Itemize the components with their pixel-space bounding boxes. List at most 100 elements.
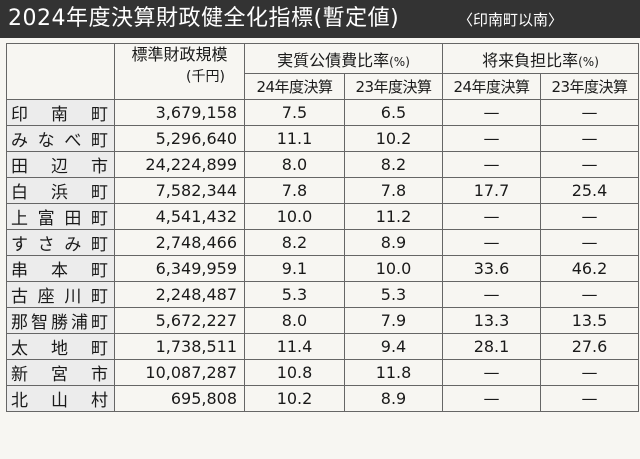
debt-service-ratio-fy24: 7.5	[244, 99, 345, 126]
debt-service-ratio-fy24: 8.0	[244, 307, 345, 334]
header-debt-service-pct: (%)	[389, 54, 410, 69]
future-burden-ratio-fy24: 33.6	[442, 255, 541, 282]
header-debt-service-ratio: 実質公債費比率(%)	[244, 43, 443, 74]
table-row: 古座川町 2,248,487 5.3 5.3— —	[6, 281, 639, 308]
debt-service-ratio-fy23: 8.9	[344, 229, 443, 256]
debt-service-ratio-fy24: 10.2	[244, 385, 345, 412]
future-burden-ratio-fy24: —	[442, 151, 541, 178]
debt-service-ratio-fy23: 10.2	[344, 125, 443, 152]
debt-service-ratio-fy23: 8.9	[344, 385, 443, 412]
municipality-name: 那智勝浦町	[6, 307, 115, 334]
municipality-name: 太地町	[6, 333, 115, 360]
future-burden-ratio-fy24: 17.7	[442, 177, 541, 204]
future-burden-ratio-fy23: 13.5	[540, 307, 639, 334]
future-burden-ratio-fy24: —	[442, 385, 541, 412]
standard-fiscal-scale-value: 5,296,640	[114, 125, 245, 152]
standard-fiscal-scale-value: 3,679,158	[114, 99, 245, 126]
standard-fiscal-scale-value: 695,808	[114, 385, 245, 412]
header-standard-fiscal-scale: 標準財政規模 (千円)	[114, 43, 245, 100]
standard-fiscal-scale-value: 7,582,344	[114, 177, 245, 204]
future-burden-ratio-fy24: —	[442, 359, 541, 386]
municipality-name: 白浜町	[6, 177, 115, 204]
table-row: 新宮市 10,087,287 10.8 11.8— —	[6, 359, 639, 386]
standard-fiscal-scale-value: 1,738,511	[114, 333, 245, 360]
header-debt-fy24: 24年度決算	[244, 73, 345, 100]
municipality-name: 古座川町	[6, 281, 115, 308]
standard-fiscal-scale-value: 2,248,487	[114, 281, 245, 308]
municipality-name: みなべ町	[6, 125, 115, 152]
debt-service-ratio-fy23: 11.2	[344, 203, 443, 230]
debt-service-ratio-fy24: 7.8	[244, 177, 345, 204]
future-burden-ratio-fy23: —	[540, 281, 639, 308]
debt-service-ratio-fy23: 6.5	[344, 99, 443, 126]
header-future-burden-pct: (%)	[578, 54, 599, 69]
future-burden-ratio-fy24: 28.1	[442, 333, 541, 360]
debt-service-ratio-fy23: 7.9	[344, 307, 443, 334]
future-burden-ratio-fy23: —	[540, 229, 639, 256]
table-row: 串本町 6,349,959 9.1 10.0 33.6 46.2	[6, 255, 639, 282]
future-burden-ratio-fy24: 13.3	[442, 307, 541, 334]
page-title: 2024年度決算財政健全化指標(暫定値)	[8, 6, 400, 31]
future-burden-ratio-fy24: —	[442, 229, 541, 256]
future-burden-ratio-fy24: —	[442, 203, 541, 230]
title-banner: 2024年度決算財政健全化指標(暫定値) 〈印南町以南〉	[0, 0, 640, 38]
debt-service-ratio-fy24: 11.4	[244, 333, 345, 360]
table-row: 白浜町 7,582,344 7.8 7.8 17.7 25.4	[6, 177, 639, 204]
header-future-burden-label: 将来負担比率	[482, 50, 579, 70]
municipality-name: 北山村	[6, 385, 115, 412]
standard-fiscal-scale-value: 6,349,959	[114, 255, 245, 282]
table-row: みなべ町 5,296,640 11.1 10.2— —	[6, 125, 639, 152]
fiscal-indicators-table: 標準財政規模 (千円) 実質公債費比率(%) 将来負担比率(%) 24年度決算 …	[6, 43, 639, 412]
standard-fiscal-scale-value: 5,672,227	[114, 307, 245, 334]
future-burden-ratio-fy23: —	[540, 125, 639, 152]
future-burden-ratio-fy24: —	[442, 281, 541, 308]
header-burden-fy24: 24年度決算	[442, 73, 541, 100]
debt-service-ratio-fy23: 10.0	[344, 255, 443, 282]
region-subtitle: 〈印南町以南〉	[458, 11, 564, 29]
table-row: 田辺市 24,224,899 8.0 8.2— —	[6, 151, 639, 178]
table-row: 印南町 3,679,158 7.5 6.5— —	[6, 99, 639, 126]
standard-fiscal-scale-value: 24,224,899	[114, 151, 245, 178]
header-scale-label: 標準財政規模	[131, 45, 228, 64]
municipality-name: すさみ町	[6, 229, 115, 256]
future-burden-ratio-fy23: 46.2	[540, 255, 639, 282]
table-row: 太地町 1,738,511 11.4 9.4 28.1 27.6	[6, 333, 639, 360]
future-burden-ratio-fy23: 27.6	[540, 333, 639, 360]
debt-service-ratio-fy24: 9.1	[244, 255, 345, 282]
municipality-name: 印南町	[6, 99, 115, 126]
debt-service-ratio-fy23: 9.4	[344, 333, 443, 360]
debt-service-ratio-fy24: 5.3	[244, 281, 345, 308]
future-burden-ratio-fy23: —	[540, 203, 639, 230]
future-burden-ratio-fy23: 25.4	[540, 177, 639, 204]
header-future-burden-ratio: 将来負担比率(%)	[442, 43, 639, 74]
standard-fiscal-scale-value: 2,748,466	[114, 229, 245, 256]
header-debt-fy23: 23年度決算	[344, 73, 443, 100]
table-row: すさみ町 2,748,466 8.2 8.9— —	[6, 229, 639, 256]
debt-service-ratio-fy23: 11.8	[344, 359, 443, 386]
debt-service-ratio-fy23: 5.3	[344, 281, 443, 308]
municipality-name: 新宮市	[6, 359, 115, 386]
municipality-name: 田辺市	[6, 151, 115, 178]
debt-service-ratio-fy24: 10.0	[244, 203, 345, 230]
debt-service-ratio-fy24: 11.1	[244, 125, 345, 152]
corner-cell	[6, 43, 115, 100]
debt-service-ratio-fy24: 8.2	[244, 229, 345, 256]
table-row: 那智勝浦町 5,672,227 8.0 7.9 13.3 13.5	[6, 307, 639, 334]
future-burden-ratio-fy23: —	[540, 99, 639, 126]
header-debt-service-label: 実質公債費比率	[277, 50, 390, 70]
table-row: 北山村 695,808 10.2 8.9— —	[6, 385, 639, 412]
future-burden-ratio-fy23: —	[540, 151, 639, 178]
debt-service-ratio-fy23: 7.8	[344, 177, 443, 204]
future-burden-ratio-fy23: —	[540, 359, 639, 386]
municipality-name: 串本町	[6, 255, 115, 282]
debt-service-ratio-fy24: 10.8	[244, 359, 345, 386]
municipality-name: 上富田町	[6, 203, 115, 230]
future-burden-ratio-fy23: —	[540, 385, 639, 412]
header-burden-fy23: 23年度決算	[540, 73, 639, 100]
debt-service-ratio-fy23: 8.2	[344, 151, 443, 178]
table-row: 上富田町 4,541,432 10.0 11.2— —	[6, 203, 639, 230]
future-burden-ratio-fy24: —	[442, 125, 541, 152]
header-scale-unit: (千円)	[186, 69, 225, 85]
standard-fiscal-scale-value: 4,541,432	[114, 203, 245, 230]
future-burden-ratio-fy24: —	[442, 99, 541, 126]
